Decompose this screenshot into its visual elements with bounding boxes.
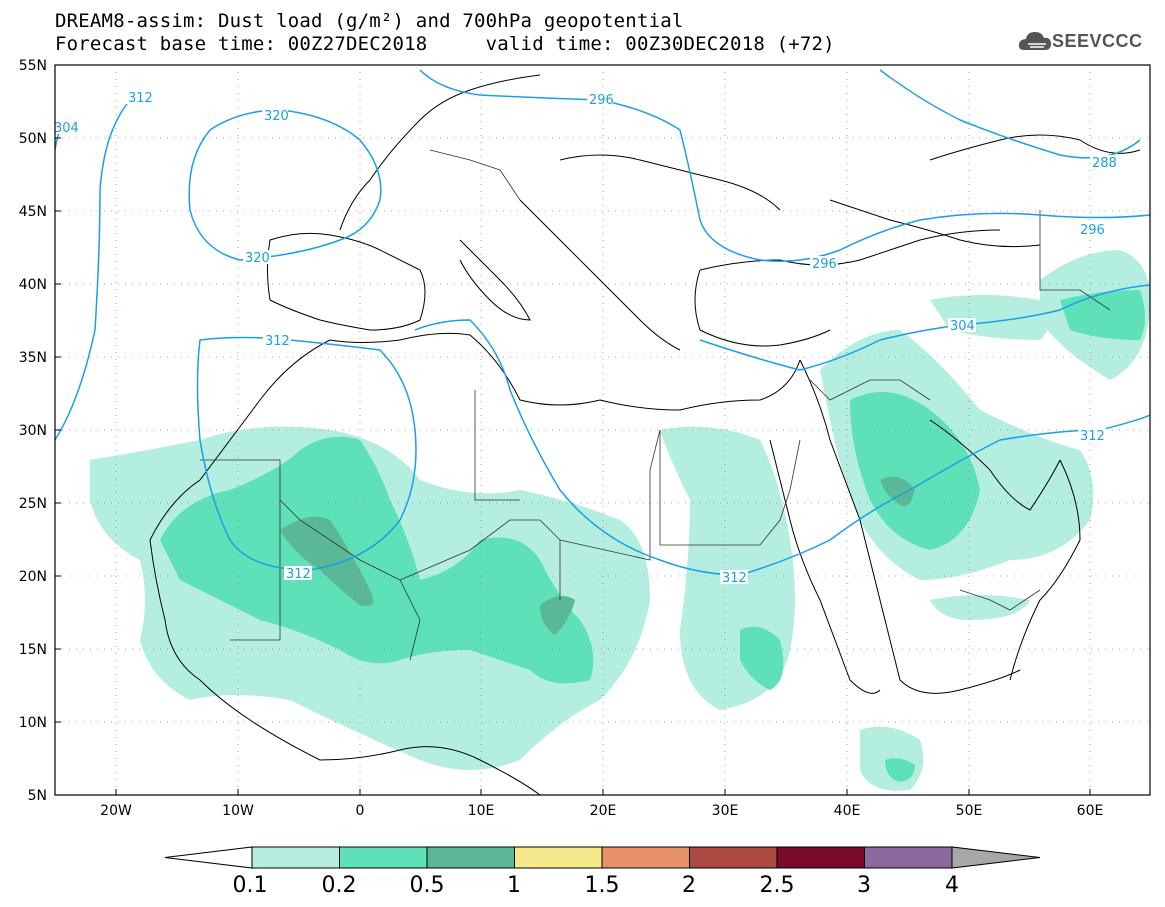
lon-label: 10W [222,803,254,819]
longitude-labels: 20W 10W 0 10E 20E 30E 40E 50E 60E [100,803,1103,819]
lat-label: 40N [19,277,47,293]
lat-label: 35N [19,350,47,366]
dust-layer-mid [160,290,1145,782]
lat-label: 50N [19,131,47,147]
cloud-logo-icon [1018,32,1051,50]
contour-labels: 312 304 320 296 320 312 296 288 296 304 … [52,90,1118,586]
contour-label: 312 [1080,429,1105,444]
axis-ticks [55,64,1091,796]
contour-label: 312 [265,334,290,349]
lat-label: 55N [19,58,47,74]
latitude-labels: 55N 50N 45N 40N 35N 30N 25N 20N 15N 10N … [19,58,47,804]
contour-label: 320 [264,109,289,124]
lat-label: 5N [28,788,47,804]
contour-label: 312 [128,91,153,106]
forecast-time-subtitle: Forecast base time: 00Z27DEC2018 valid t… [55,33,835,55]
contour-label: 320 [245,251,270,266]
lon-label: 40E [834,803,861,819]
lon-label: 30E [712,803,739,819]
contour-label: 304 [54,121,79,136]
dust-layer-high [280,476,915,635]
logo-text: SEEVCCC [1052,31,1143,51]
lat-label: 15N [19,642,47,658]
lon-label: 20W [100,803,132,819]
lon-label: 50E [956,803,983,819]
lon-label: 60E [1077,803,1104,819]
lat-label: 45N [19,204,47,220]
contour-label: 304 [950,319,975,334]
contour-label: 296 [1080,223,1105,238]
lat-label: 20N [19,569,47,585]
contour-label: 312 [722,571,747,586]
lat-label: 30N [19,423,47,439]
lat-label: 10N [19,715,47,731]
contour-label: 312 [286,567,311,582]
lon-label: 10E [468,803,495,819]
coastlines [149,74,1141,795]
dust-shading [90,250,1150,791]
lon-label: 0 [356,803,365,819]
contour-label: 296 [589,93,614,108]
lon-label: 20E [590,803,617,819]
lat-label: 25N [19,496,47,512]
country-borders [200,149,1111,661]
contour-label: 296 [812,257,837,272]
contour-label: 288 [1092,156,1117,171]
map-title: DREAM8-assim: Dust load (g/m²) and 700hP… [55,10,684,32]
